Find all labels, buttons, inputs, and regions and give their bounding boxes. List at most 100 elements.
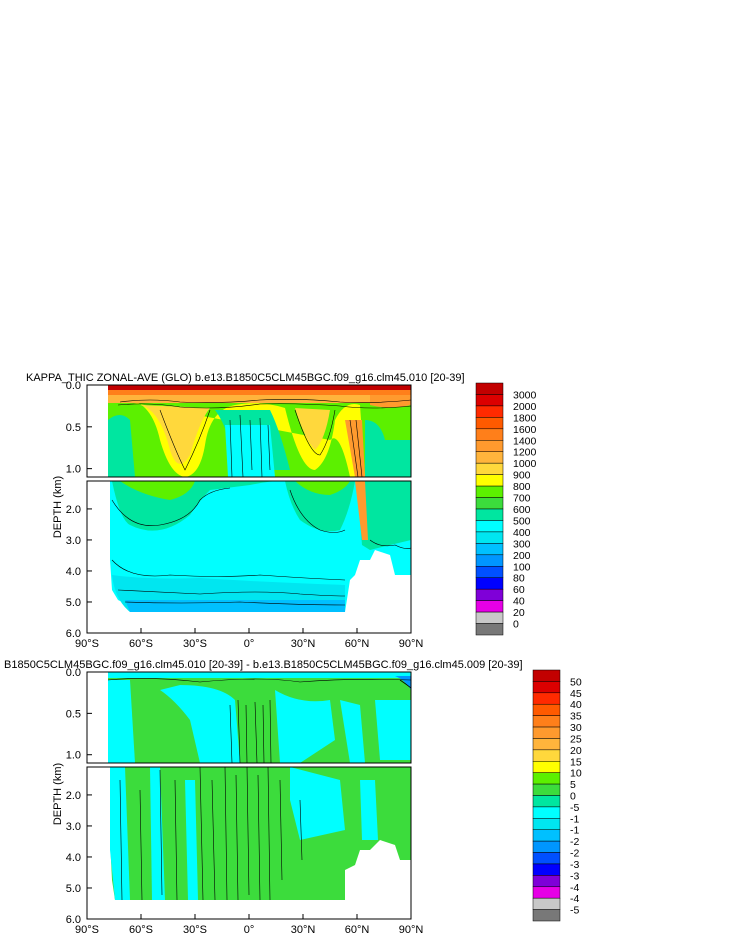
colorbar-swatch bbox=[532, 829, 561, 842]
colorbar-label: 100 bbox=[513, 561, 531, 573]
colorbar-label: 3000 bbox=[513, 389, 537, 401]
colorbar-swatch bbox=[532, 738, 561, 751]
colorbar-label: 25 bbox=[570, 733, 582, 745]
colorbar-label: -2 bbox=[570, 848, 579, 860]
colorbar-swatch bbox=[475, 531, 504, 544]
colorbar-label: 700 bbox=[513, 493, 531, 505]
colorbar-swatch bbox=[532, 897, 561, 910]
y-tick-label: 4.0 bbox=[66, 566, 81, 578]
panel-a-title: KAPPA_THIC ZONAL-AVE (GLO) b.e13.B1850C5… bbox=[26, 372, 465, 384]
colorbar-label: -2 bbox=[570, 836, 579, 848]
y-tick-label: 1.0 bbox=[66, 464, 81, 476]
colorbar-label: -5 bbox=[570, 802, 579, 814]
x-tick-label: 60°S bbox=[129, 924, 153, 936]
colorbar-label: 0 bbox=[513, 619, 519, 631]
colorbar-swatch bbox=[475, 577, 504, 590]
panel-b-ylabel: DEPTH (km) bbox=[52, 763, 64, 825]
colorbar-swatch bbox=[475, 611, 504, 624]
colorbar-label: 20 bbox=[513, 607, 525, 619]
colorbar-label: 45 bbox=[570, 688, 582, 700]
colorbar-swatch bbox=[532, 783, 561, 796]
colorbar-label: 200 bbox=[513, 550, 531, 562]
colorbar-label: 900 bbox=[513, 470, 531, 482]
colorbar-swatch bbox=[475, 382, 504, 395]
colorbar-label: 500 bbox=[513, 515, 531, 527]
colorbar-label: 50 bbox=[570, 676, 582, 688]
y-tick-label: 2.0 bbox=[66, 504, 81, 516]
colorbar-label: -4 bbox=[570, 882, 579, 894]
colorbar-swatch bbox=[475, 394, 504, 407]
panel-a-ylabel: DEPTH (km) bbox=[52, 476, 64, 538]
colorbar-swatch bbox=[475, 508, 504, 521]
colorbar-swatch bbox=[475, 474, 504, 487]
colorbar-swatch bbox=[475, 497, 504, 510]
colorbar-swatch bbox=[532, 749, 561, 762]
y-tick-label: 2.0 bbox=[66, 790, 81, 802]
x-tick-label: 30°N bbox=[291, 924, 316, 936]
x-tick-label: 0° bbox=[244, 638, 255, 650]
colorbar-swatch bbox=[532, 715, 561, 728]
colorbar-label: 60 bbox=[513, 584, 525, 596]
x-tick-label: 90°S bbox=[75, 638, 99, 650]
panel-a: KAPPA_THIC ZONAL-AVE (GLO) b.e13.B1850C5… bbox=[26, 372, 537, 650]
colorbar-label: -1 bbox=[570, 825, 579, 837]
colorbar-swatch bbox=[532, 909, 561, 922]
x-tick-label: 90°S bbox=[75, 924, 99, 936]
field-b-base bbox=[108, 672, 411, 763]
colorbar-swatch bbox=[532, 806, 561, 819]
colorbar-label: 1800 bbox=[513, 412, 537, 424]
colorbar-swatch bbox=[475, 462, 504, 475]
panel-a-colorbar: 3000200018001600140012001000900800700600… bbox=[475, 382, 537, 636]
y-tick-label: 0.5 bbox=[66, 422, 81, 434]
y-tick-label: 5.0 bbox=[66, 883, 81, 895]
colorbar-label: 15 bbox=[570, 756, 582, 768]
x-tick-label: 60°S bbox=[129, 638, 153, 650]
colorbar-swatch bbox=[475, 451, 504, 464]
colorbar-label: 40 bbox=[513, 596, 525, 608]
x-tick-label: 30°S bbox=[183, 924, 207, 936]
colorbar-label: -3 bbox=[570, 870, 579, 882]
panel-b: B1850C5CLM45BGC.f09_g16.clm45.010 [20-39… bbox=[4, 659, 582, 936]
y-tick-label: 4.0 bbox=[66, 852, 81, 864]
x-tick-label: 90°N bbox=[399, 638, 424, 650]
colorbar-label: -4 bbox=[570, 893, 579, 905]
colorbar-label: 800 bbox=[513, 481, 531, 493]
colorbar-label: 1000 bbox=[513, 458, 537, 470]
colorbar-swatch bbox=[475, 417, 504, 430]
y-tick-label: 0.0 bbox=[66, 667, 81, 679]
panel-a-lower-plot bbox=[87, 481, 411, 633]
y-tick-label: 1.0 bbox=[66, 750, 81, 762]
colorbar-swatch bbox=[532, 772, 561, 785]
colorbar-label: 35 bbox=[570, 711, 582, 723]
panel-b-title: B1850C5CLM45BGC.f09_g16.clm45.010 [20-39… bbox=[4, 659, 523, 671]
colorbar-label: 600 bbox=[513, 504, 531, 516]
colorbar-swatch bbox=[532, 840, 561, 853]
colorbar-label: -5 bbox=[570, 905, 579, 917]
panel-b-upper-plot bbox=[87, 672, 411, 763]
colorbar-swatch bbox=[532, 886, 561, 899]
colorbar-label: 1200 bbox=[513, 447, 537, 459]
colorbar-label: 40 bbox=[570, 699, 582, 711]
panel-b-axes: 90°S 60°S 30°S 0° 30°N 60°N 90°N 0.0 0.5 1.0 2.0 3.… bbox=[66, 667, 424, 936]
colorbar-swatch bbox=[532, 761, 561, 773]
colorbar-label: 5 bbox=[570, 779, 576, 791]
panel-a-upper-plot bbox=[87, 385, 411, 477]
colorbar-swatch bbox=[532, 852, 561, 865]
colorbar-swatch bbox=[475, 405, 504, 418]
colorbar-label: 400 bbox=[513, 527, 531, 539]
x-tick-label: 30°S bbox=[183, 638, 207, 650]
y-tick-label: 3.0 bbox=[66, 821, 81, 833]
colorbar-swatch bbox=[475, 520, 504, 533]
colorbar-label: -1 bbox=[570, 813, 579, 825]
y-tick-label: 6.0 bbox=[66, 628, 81, 640]
colorbar-label: 80 bbox=[513, 573, 525, 585]
y-tick-label: 5.0 bbox=[66, 597, 81, 609]
colorbar-swatch bbox=[475, 554, 504, 567]
colorbar-swatch bbox=[475, 428, 504, 441]
colorbar-swatch bbox=[532, 818, 561, 830]
y-tick-label: 0.5 bbox=[66, 708, 81, 720]
colorbar-swatch bbox=[475, 623, 504, 636]
colorbar-label: 20 bbox=[570, 745, 582, 757]
